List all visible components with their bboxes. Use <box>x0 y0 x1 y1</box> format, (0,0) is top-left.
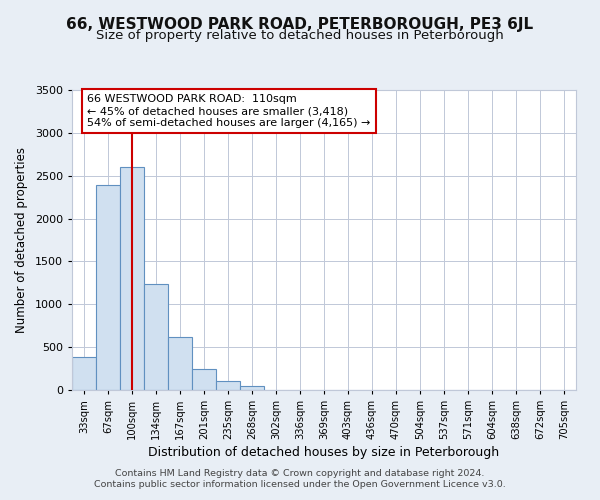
Bar <box>96 185 120 390</box>
Text: Size of property relative to detached houses in Peterborough: Size of property relative to detached ho… <box>96 29 504 42</box>
X-axis label: Distribution of detached houses by size in Peterborough: Distribution of detached houses by size … <box>148 446 500 460</box>
Y-axis label: Number of detached properties: Number of detached properties <box>15 147 28 333</box>
Text: Contains HM Land Registry data © Crown copyright and database right 2024.: Contains HM Land Registry data © Crown c… <box>115 468 485 477</box>
Bar <box>72 358 96 390</box>
Bar <box>216 382 240 390</box>
Bar <box>192 368 216 390</box>
Text: 66, WESTWOOD PARK ROAD, PETERBOROUGH, PE3 6JL: 66, WESTWOOD PARK ROAD, PETERBOROUGH, PE… <box>67 18 533 32</box>
Bar <box>120 167 144 390</box>
Bar <box>240 386 264 390</box>
Text: Contains public sector information licensed under the Open Government Licence v3: Contains public sector information licen… <box>94 480 506 489</box>
Bar <box>144 284 168 390</box>
Text: 66 WESTWOOD PARK ROAD:  110sqm
← 45% of detached houses are smaller (3,418)
54% : 66 WESTWOOD PARK ROAD: 110sqm ← 45% of d… <box>87 94 370 128</box>
Bar <box>168 337 192 390</box>
